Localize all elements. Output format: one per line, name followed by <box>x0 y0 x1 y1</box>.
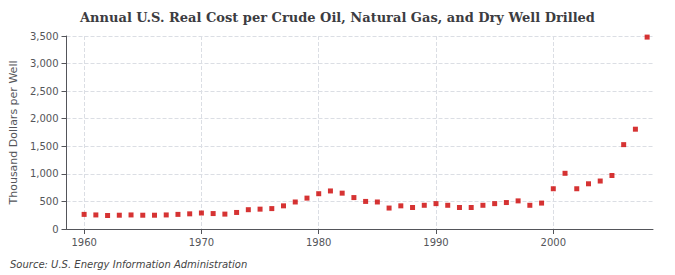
svg-text:Annual U.S. Real Cost per Crud: Annual U.S. Real Cost per Crude Oil, Nat… <box>79 10 595 25</box>
svg-text:2000: 2000 <box>541 237 566 248</box>
svg-text:Source: U.S. Energy Informatio: Source: U.S. Energy Information Administ… <box>10 259 247 270</box>
svg-text:1,000: 1,000 <box>30 168 59 179</box>
svg-text:1980: 1980 <box>306 237 331 248</box>
svg-text:Thousand Dollars per Well: Thousand Dollars per Well <box>7 61 20 206</box>
svg-text:0: 0 <box>52 224 58 235</box>
svg-text:3,000: 3,000 <box>30 58 59 69</box>
svg-text:1990: 1990 <box>423 237 448 248</box>
svg-text:2,000: 2,000 <box>30 113 59 124</box>
svg-text:1960: 1960 <box>71 237 96 248</box>
svg-text:2,500: 2,500 <box>30 86 59 97</box>
svg-text:1970: 1970 <box>189 237 214 248</box>
svg-text:500: 500 <box>39 196 58 207</box>
svg-text:3,500: 3,500 <box>30 31 59 42</box>
svg-text:1,500: 1,500 <box>30 141 59 152</box>
